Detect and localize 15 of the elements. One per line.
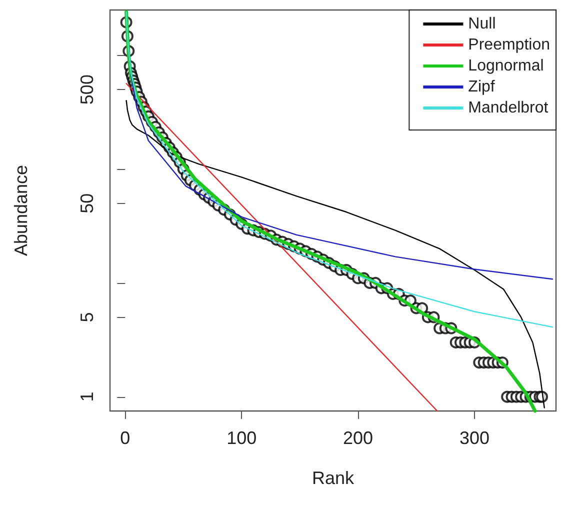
y-tick-label: 500	[77, 74, 97, 105]
legend-label: Mandelbrot	[468, 100, 549, 116]
legend-label: Null	[468, 16, 496, 32]
legend-label: Preemption	[468, 36, 550, 54]
y-tick-label: 50	[77, 193, 97, 214]
y-tick-label: 5	[77, 312, 97, 322]
legend-label: Lognormal	[468, 58, 544, 74]
x-tick-label: 200	[343, 428, 374, 448]
y-tick-label: 1	[77, 392, 97, 402]
x-tick-label: 100	[226, 428, 257, 448]
legend-label: Zipf	[468, 78, 496, 96]
x-axis-title: Rank	[312, 468, 356, 488]
y-axis-title: Abundance	[11, 164, 31, 256]
x-tick-label: 0	[120, 428, 130, 448]
x-tick-label: 300	[459, 428, 490, 448]
